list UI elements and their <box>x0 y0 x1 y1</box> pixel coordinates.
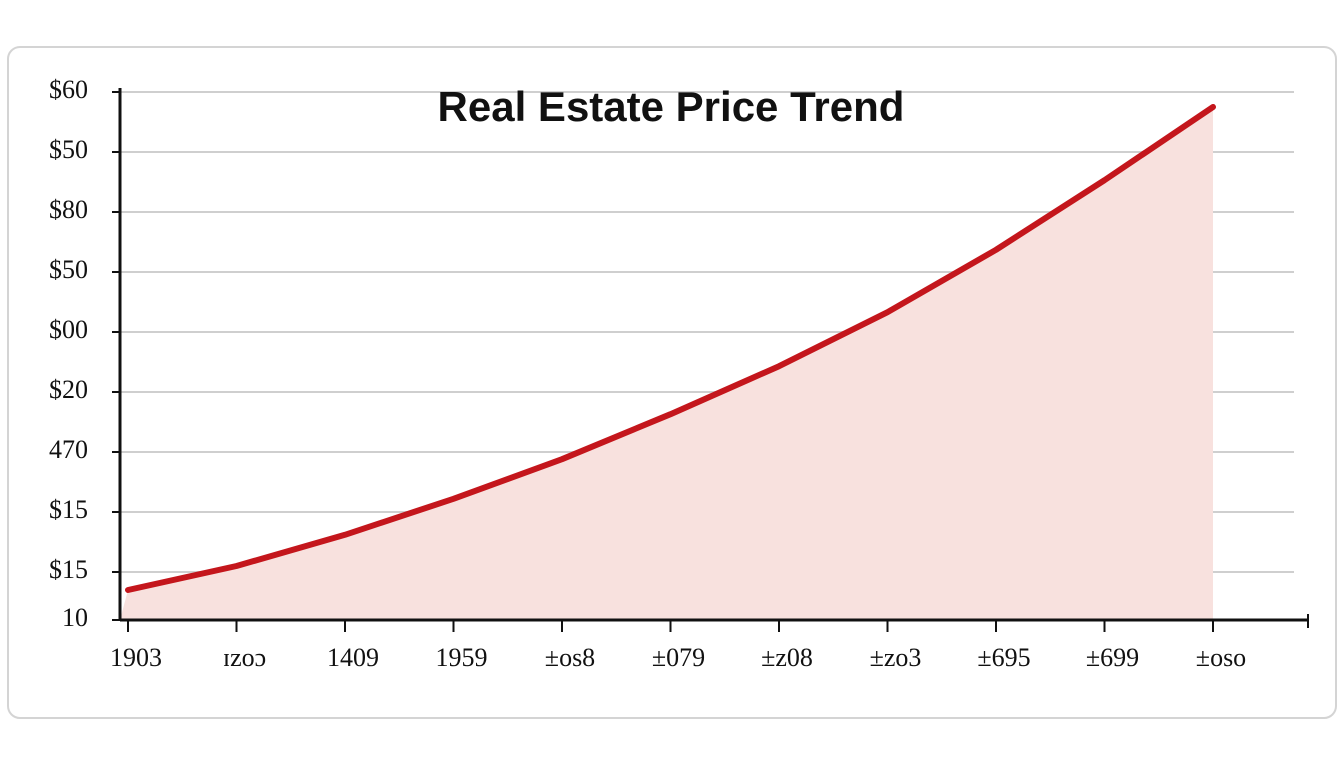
x-tick-label: ±zo3 <box>870 643 922 672</box>
y-tick-label: $60 <box>49 75 88 104</box>
x-tick-label: ±695 <box>977 643 1030 672</box>
plot-area: 10 $15 $15 470 $20 $00 $50 $80 $50 $60 1903 ɪzoɔ 140… <box>49 75 1309 672</box>
y-tick-label: $80 <box>49 195 88 224</box>
area <box>120 107 1213 620</box>
y-tick-label: $50 <box>49 255 88 284</box>
x-tick-label: 1409 <box>327 643 379 672</box>
x-tick-label: ɪzoɔ <box>223 643 266 672</box>
x-tick-label: ±699 <box>1086 643 1139 672</box>
x-tick-label: 1959 <box>436 643 488 672</box>
y-tick-label: $15 <box>49 495 88 524</box>
x-tick-label: ±oso <box>1196 643 1246 672</box>
x-tick-label: 1903 <box>110 643 162 672</box>
chart-title: Real Estate Price Trend <box>438 83 905 130</box>
y-tick-label: $15 <box>49 555 88 584</box>
y-tick-label: $20 <box>49 375 88 404</box>
line <box>125 104 1216 593</box>
x-tick-label: ±079 <box>652 643 705 672</box>
y-tick-label: 10 <box>62 603 88 632</box>
x-tick-label: ±z08 <box>761 643 813 672</box>
y-tick-label: $00 <box>49 315 88 344</box>
y-tick-label: 470 <box>49 435 88 464</box>
y-tick-label: $50 <box>49 135 88 164</box>
x-tick-label: ±os8 <box>545 643 595 672</box>
